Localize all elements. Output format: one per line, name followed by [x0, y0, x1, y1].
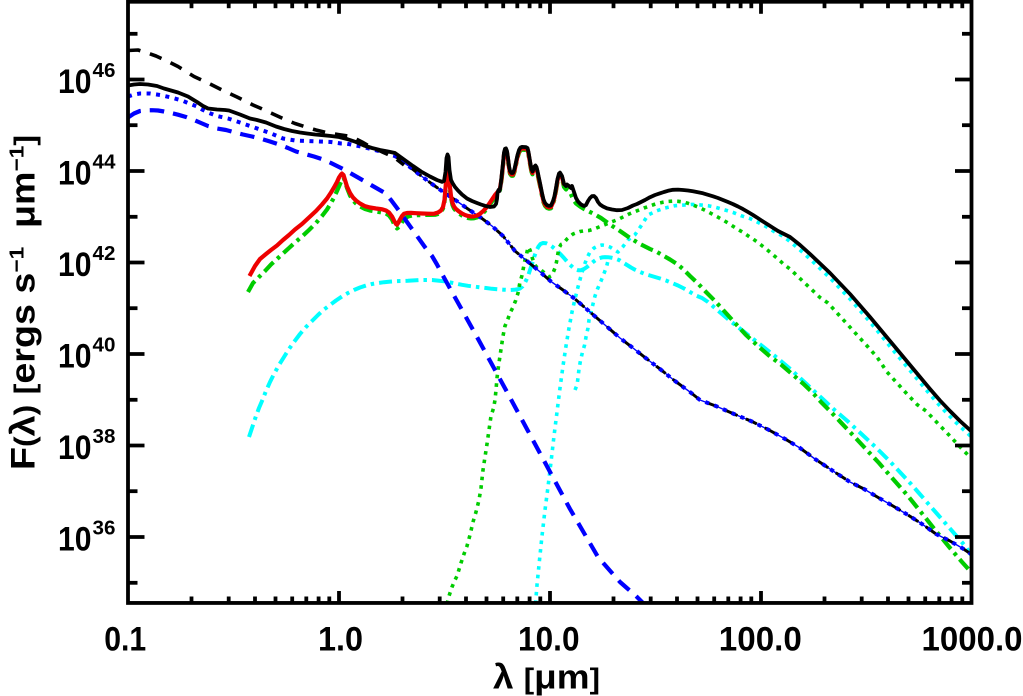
svg-text:F(λ) [ergs s−1 μm−1]: F(λ) [ergs s−1 μm−1]	[5, 135, 43, 470]
svg-text:10: 10	[58, 63, 92, 101]
svg-text:10: 10	[58, 155, 92, 193]
svg-text:36: 36	[93, 517, 116, 540]
svg-text:40: 40	[93, 334, 116, 357]
svg-text:10: 10	[58, 429, 92, 467]
svg-text:46: 46	[93, 59, 116, 82]
svg-text:10: 10	[58, 521, 92, 559]
svg-text:44: 44	[93, 151, 116, 174]
svg-text:42: 42	[93, 242, 116, 265]
svg-text:100.0: 100.0	[719, 621, 802, 659]
svg-text:10: 10	[58, 338, 92, 376]
svg-text:0.1: 0.1	[104, 621, 146, 659]
svg-text:λ [μm]: λ [μm]	[493, 659, 600, 696]
svg-text:10: 10	[58, 246, 92, 284]
svg-text:1.0: 1.0	[318, 621, 363, 659]
svg-text:1000.0: 1000.0	[922, 621, 1023, 659]
svg-text:10.0: 10.0	[518, 621, 580, 659]
svg-text:38: 38	[93, 425, 116, 448]
